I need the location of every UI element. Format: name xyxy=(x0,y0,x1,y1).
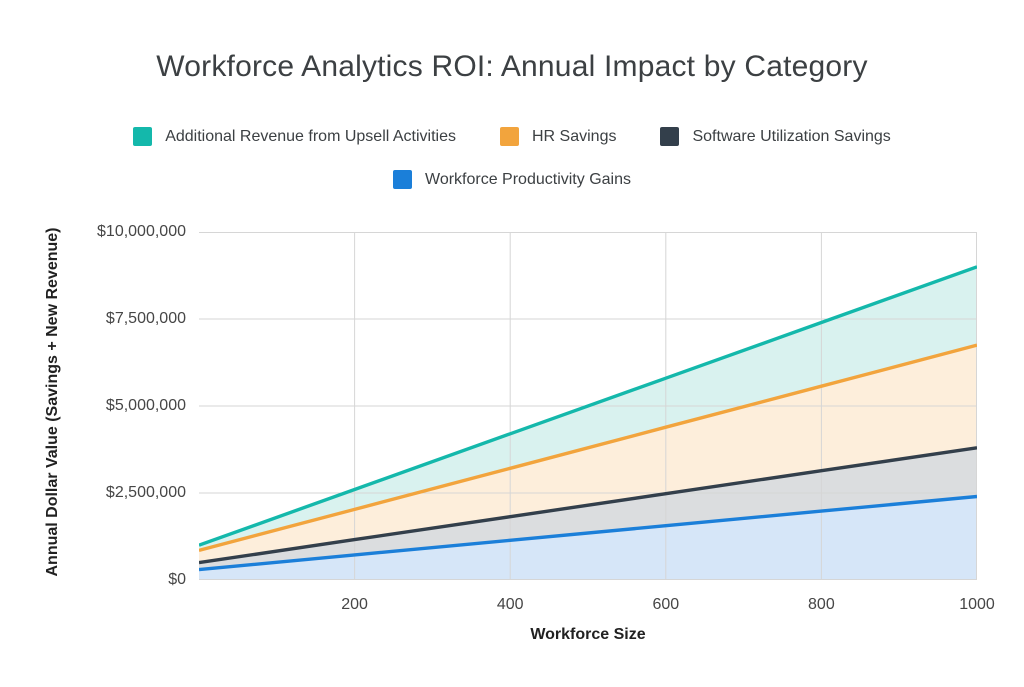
chart-svg xyxy=(199,232,977,580)
series-line-hr-savings[interactable] xyxy=(199,343,977,553)
legend-item-software-utilization[interactable]: Software Utilization Savings xyxy=(660,127,891,146)
y-tick-label: $2,500,000 xyxy=(105,484,186,501)
series-line-workforce-productivity-gains[interactable] xyxy=(199,494,977,572)
y-tick-label: $0 xyxy=(168,571,186,588)
x-tick-label: 600 xyxy=(652,596,680,613)
x-tick-label: 400 xyxy=(496,596,524,613)
y-tick-label: $5,000,000 xyxy=(105,397,186,414)
x-axis-title: Workforce Size xyxy=(530,626,646,643)
legend-label: Workforce Productivity Gains xyxy=(425,170,631,188)
legend-swatch-software-utilization xyxy=(660,127,680,146)
x-tick-label: 1000 xyxy=(959,596,995,613)
legend-item-additional-revenue[interactable]: Additional Revenue from Upsell Activitie… xyxy=(133,127,456,146)
y-tick-label: $10,000,000 xyxy=(97,223,186,240)
legend-swatch-workforce-productivity xyxy=(393,170,412,189)
legend-row-2: Workforce Productivity Gains xyxy=(0,170,1024,189)
y-tick-label: $7,500,000 xyxy=(105,310,186,327)
x-tick-label: 800 xyxy=(808,596,835,613)
legend-row-1: Additional Revenue from Upsell Activitie… xyxy=(0,127,1024,146)
series-line-additional-revenue-from-upsell-activities[interactable] xyxy=(199,265,977,547)
series-line-software-utilization-savings[interactable] xyxy=(199,446,977,565)
legend-item-hr-savings[interactable]: HR Savings xyxy=(500,127,616,146)
legend-label: Additional Revenue from Upsell Activitie… xyxy=(165,127,456,145)
legend-label: Software Utilization Savings xyxy=(692,127,891,145)
legend-swatch-hr-savings xyxy=(500,127,519,146)
x-tick-label: 200 xyxy=(341,596,368,613)
legend-label: HR Savings xyxy=(532,127,617,145)
plot-area xyxy=(199,232,977,580)
series-area-workforce-productivity-gains[interactable] xyxy=(199,496,977,581)
legend-item-workforce-productivity[interactable]: Workforce Productivity Gains xyxy=(393,170,631,189)
chart-title: Workforce Analytics ROI: Annual Impact b… xyxy=(156,50,868,83)
legend-swatch-additional-revenue xyxy=(133,127,153,146)
